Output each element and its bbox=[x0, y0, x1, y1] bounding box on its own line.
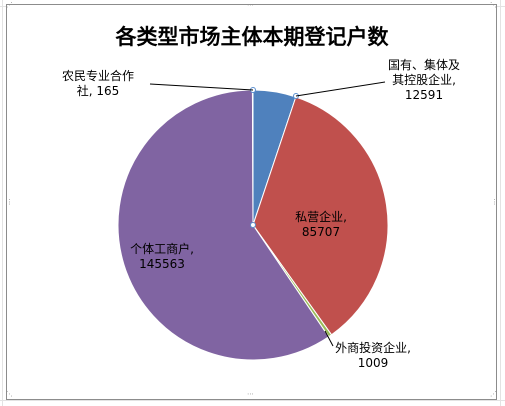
data-label-2: 外商投资企业, 1009 bbox=[335, 340, 411, 370]
leader-lines bbox=[149, 81, 386, 347]
gridline bbox=[0, 400, 505, 401]
gridline bbox=[2, 0, 3, 406]
resize-handle-bottom-right[interactable]: ⋰ bbox=[490, 390, 497, 398]
resize-handle-bottom-left[interactable]: ⋱ bbox=[6, 390, 13, 398]
data-label-line: 其控股企业, bbox=[392, 72, 456, 87]
data-label-1: 私营企业, 85707 bbox=[295, 209, 347, 239]
leader-line-4 bbox=[149, 83, 254, 91]
data-label-line: 个体工商户, bbox=[130, 241, 194, 256]
chart-title: 各类型市场主体本期登记户数 bbox=[115, 25, 390, 49]
gridline bbox=[500, 0, 501, 406]
resize-handle-right[interactable]: ⋮ bbox=[491, 198, 498, 206]
data-labels: 国有、集体及其控股企业, 12591 私营企业, 85707 外商投资企业, 1009 个体… bbox=[62, 57, 460, 370]
data-label-3: 个体工商户, 145563 bbox=[130, 241, 194, 271]
data-label-line: 国有、集体及 bbox=[388, 57, 460, 72]
resize-handle-bottom[interactable]: ⋯ bbox=[247, 390, 254, 398]
leader-line-0 bbox=[295, 81, 386, 97]
data-label-line: 外商投资企业, bbox=[335, 340, 411, 355]
pie-slice-1[interactable] bbox=[252, 96, 389, 336]
data-label-line: 145563 bbox=[139, 257, 185, 271]
data-label-line: 12591 bbox=[405, 88, 443, 102]
data-label-line: 私营企业, bbox=[295, 209, 347, 224]
pie-slice-4[interactable] bbox=[251, 89, 254, 226]
leader-line-2 bbox=[324, 330, 334, 347]
resize-handle-top-left[interactable]: ⋰ bbox=[6, 1, 13, 9]
resize-handle-left[interactable]: ⋮ bbox=[6, 198, 13, 206]
data-label-line: 农民专业合作 bbox=[62, 68, 134, 83]
data-label-line: 社, 165 bbox=[77, 83, 120, 98]
resize-handle-top[interactable]: ⋯ bbox=[247, 1, 254, 9]
data-label-line: 1009 bbox=[358, 356, 389, 370]
data-label-line: 85707 bbox=[302, 225, 340, 239]
pie-slices bbox=[117, 89, 389, 361]
data-label-4: 农民专业合作社, 165 bbox=[62, 68, 134, 98]
resize-handle-top-right[interactable]: ⋱ bbox=[490, 1, 497, 9]
data-label-0: 国有、集体及其控股企业, 12591 bbox=[388, 57, 460, 102]
selection-marker bbox=[250, 222, 256, 228]
pie-slice-3[interactable] bbox=[117, 89, 330, 361]
